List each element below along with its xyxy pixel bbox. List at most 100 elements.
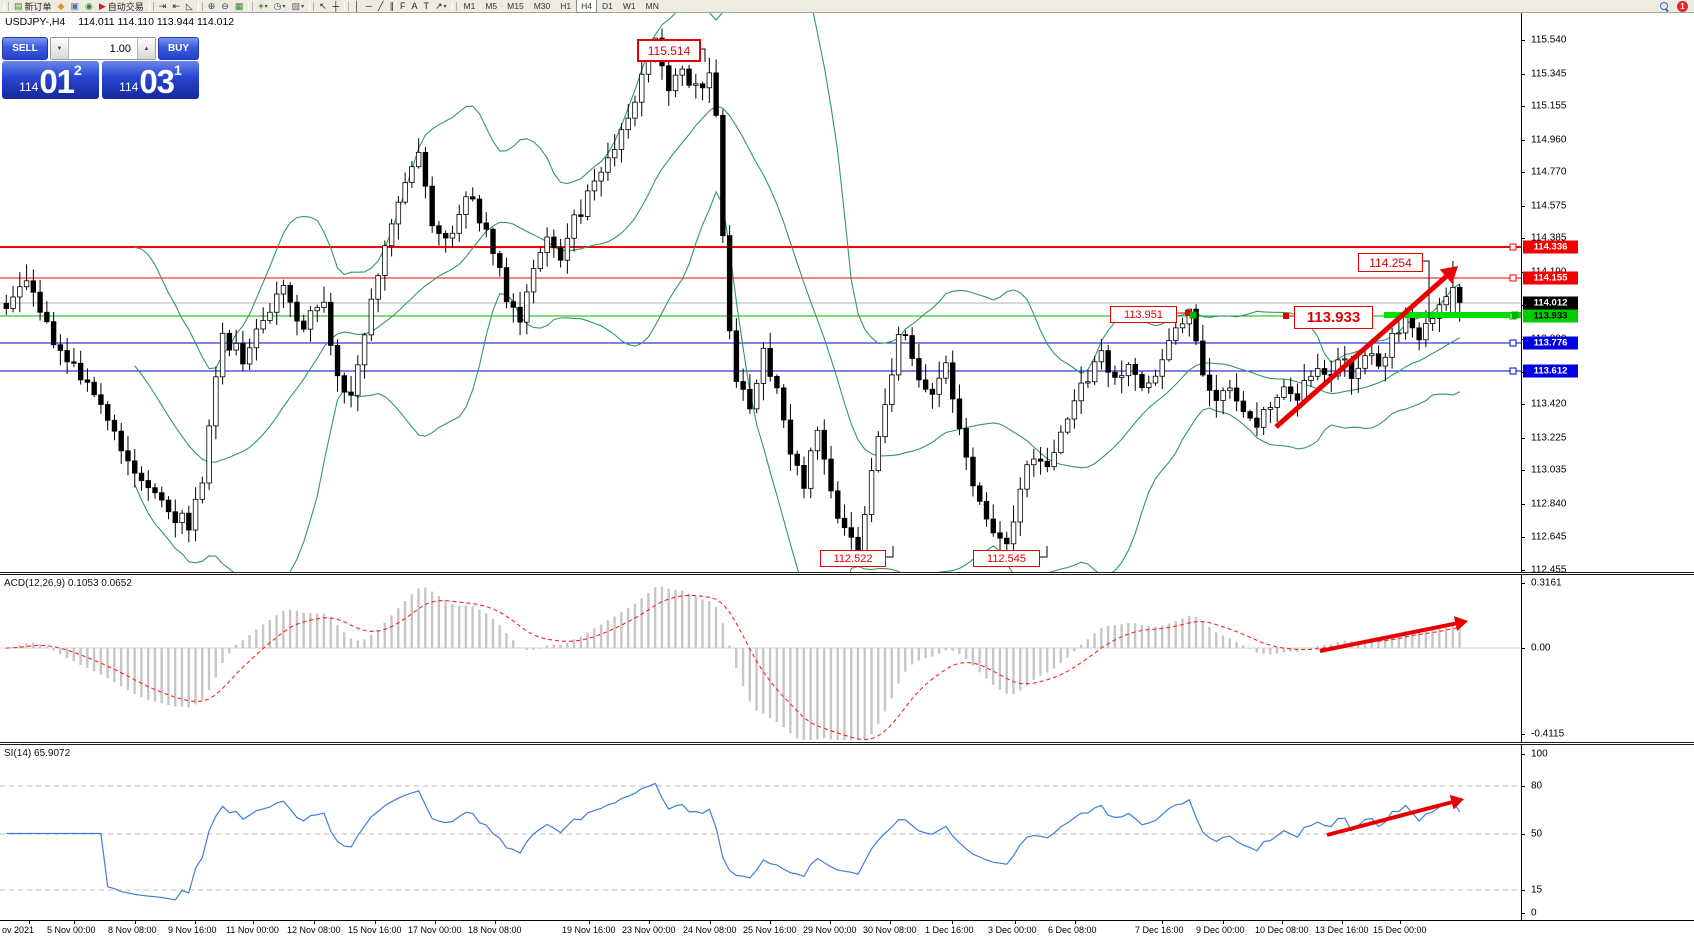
candle-body [875, 436, 882, 471]
line-end-handle[interactable] [1509, 339, 1517, 347]
new-order-button[interactable]: ▤ 新订单 [11, 0, 55, 12]
channel-icon[interactable]: ∥ [386, 0, 397, 12]
tile-windows-icon[interactable]: ▦ [232, 0, 247, 12]
zoom-out-icon[interactable]: ⊖ [218, 0, 232, 12]
macd-bar [1140, 625, 1144, 648]
label-icon[interactable]: T [420, 0, 432, 12]
toolbar-group-grip [344, 1, 350, 11]
price-callout-113.951[interactable]: 113.951 [1110, 306, 1177, 323]
macd-bar [1012, 648, 1015, 694]
price-callout-114.254[interactable]: 114.254 [1358, 253, 1423, 272]
macd-bar [572, 639, 576, 648]
timeframe-d1[interactable]: D1 [602, 1, 613, 11]
search-icon[interactable] [1660, 1, 1669, 12]
candle-body [956, 398, 963, 429]
candle-body [463, 196, 469, 215]
volume-input[interactable] [69, 38, 137, 59]
timeframe-m5[interactable]: M5 [485, 1, 498, 11]
chart-symbol-period: USDJPY-,H4 [5, 16, 66, 28]
fibonacci-icon[interactable]: F [397, 0, 409, 12]
trend-arrow[interactable] [1326, 800, 1453, 837]
trendline-handle[interactable] [1189, 311, 1197, 319]
indicators-icon[interactable]: + ▾ [255, 0, 270, 12]
auto-scroll-icon[interactable]: ⇤ [169, 0, 183, 12]
volume-decrease-button[interactable]: ▼ [51, 38, 69, 59]
cursor-icon[interactable]: ↖ [316, 0, 330, 12]
macd-bar [288, 609, 292, 648]
candle-body [578, 214, 584, 217]
trendline-handle[interactable] [1511, 311, 1519, 319]
signals-icon[interactable]: ◉ [82, 0, 96, 12]
text-icon[interactable]: A [408, 0, 420, 12]
trendline-icon[interactable]: ╱ [375, 0, 386, 12]
trend-arrow[interactable] [1319, 621, 1456, 653]
timeframe-h4[interactable]: H4 [576, 0, 597, 13]
timeframe-m30[interactable]: M30 [533, 1, 551, 11]
arrows-icon[interactable]: ↗ ▾ [432, 0, 450, 12]
periods-icon[interactable]: ◷ ▾ [271, 0, 289, 12]
sell-price-display[interactable]: 114 01 2 [2, 61, 99, 99]
line-end-handle[interactable] [1509, 243, 1517, 251]
notification-badge[interactable]: 1 [1677, 0, 1688, 12]
buy-price-display[interactable]: 114 03 1 [102, 61, 199, 99]
main-macd-separator[interactable] [0, 572, 1694, 575]
macd-rsi-separator[interactable] [0, 742, 1694, 745]
macd-bar [59, 648, 62, 655]
volume-increase-button[interactable]: ▲ [137, 38, 155, 59]
main-chart-pane [0, 13, 1521, 573]
crosshair-icon[interactable]: ┼ [330, 0, 342, 12]
time-label: 17 Nov 00:00 [408, 925, 462, 935]
timeframe-m1[interactable]: M1 [463, 1, 476, 11]
candle-body [307, 310, 314, 330]
trend-arrow[interactable] [1274, 274, 1448, 429]
macd-bar [268, 620, 272, 648]
macd-bar [728, 645, 731, 648]
timeframe-mn[interactable]: MN [645, 1, 659, 11]
macd-bar [505, 633, 508, 648]
market-icon[interactable]: ◆ [55, 0, 68, 12]
time-axis[interactable]: ov 2021 5 Nov 00:00 8 Nov 08:00 9 Nov 16:00… [0, 921, 1694, 937]
zoom-in-icon[interactable]: ⊕ [205, 0, 219, 12]
horizontal-line-icon[interactable]: ─ [363, 0, 375, 12]
price-tag-114.012: 114.012 [1523, 296, 1578, 310]
macd-bar [937, 648, 941, 654]
price-callout-112.545[interactable]: 112.545 [973, 550, 1040, 567]
macd-bar [991, 648, 995, 685]
price-callout-113.933[interactable]: 113.933 [1294, 306, 1373, 329]
bollinger-lower-band[interactable] [134, 190, 1460, 573]
candle-body [253, 328, 260, 349]
price-tag-113.933: 113.933 [1523, 309, 1578, 323]
timeframe-w1[interactable]: W1 [622, 1, 636, 11]
line-end-handle[interactable] [1509, 367, 1517, 375]
buy-button[interactable]: BUY [158, 37, 199, 60]
macd-bar [295, 610, 299, 648]
auto-trading-button[interactable]: ▶ 自动交易 [96, 0, 147, 12]
periods-icon: ◷ [273, 1, 282, 11]
candle-body [1064, 418, 1071, 433]
sell-button[interactable]: SELL [2, 37, 48, 60]
templates-icon[interactable]: ▨ ▾ [289, 0, 308, 12]
vertical-line-icon[interactable]: │ [351, 0, 363, 12]
zigzag-icon[interactable]: ◺ [183, 0, 196, 12]
price-callout-115.514[interactable]: 115.514 [637, 39, 701, 62]
price-callout-112.522[interactable]: 112.522 [820, 550, 886, 567]
price-tick-label: 115.540 [1531, 34, 1567, 46]
candle-body [1220, 390, 1226, 401]
chart-shift-icon[interactable]: ⇥ [156, 0, 170, 12]
macd-bar [1100, 627, 1103, 648]
macd-tick-label: 0.3161 [1531, 577, 1562, 589]
bollinger-upper-band[interactable] [134, 13, 1460, 375]
bollinger-middle-band[interactable] [134, 105, 1460, 469]
charts-window-icon[interactable]: ▣ [67, 0, 82, 12]
macd-bar [478, 609, 481, 648]
candle-body [64, 350, 70, 363]
macd-bar [694, 596, 697, 648]
timeframe-h1[interactable]: H1 [560, 1, 572, 11]
timeframe-m15[interactable]: M15 [507, 1, 524, 11]
macd-bar [187, 648, 190, 708]
buy-price-figure: 114 [119, 80, 139, 94]
macd-bar [613, 616, 616, 648]
rsi-tick [1521, 786, 1525, 787]
line-end-handle[interactable] [1509, 274, 1517, 282]
